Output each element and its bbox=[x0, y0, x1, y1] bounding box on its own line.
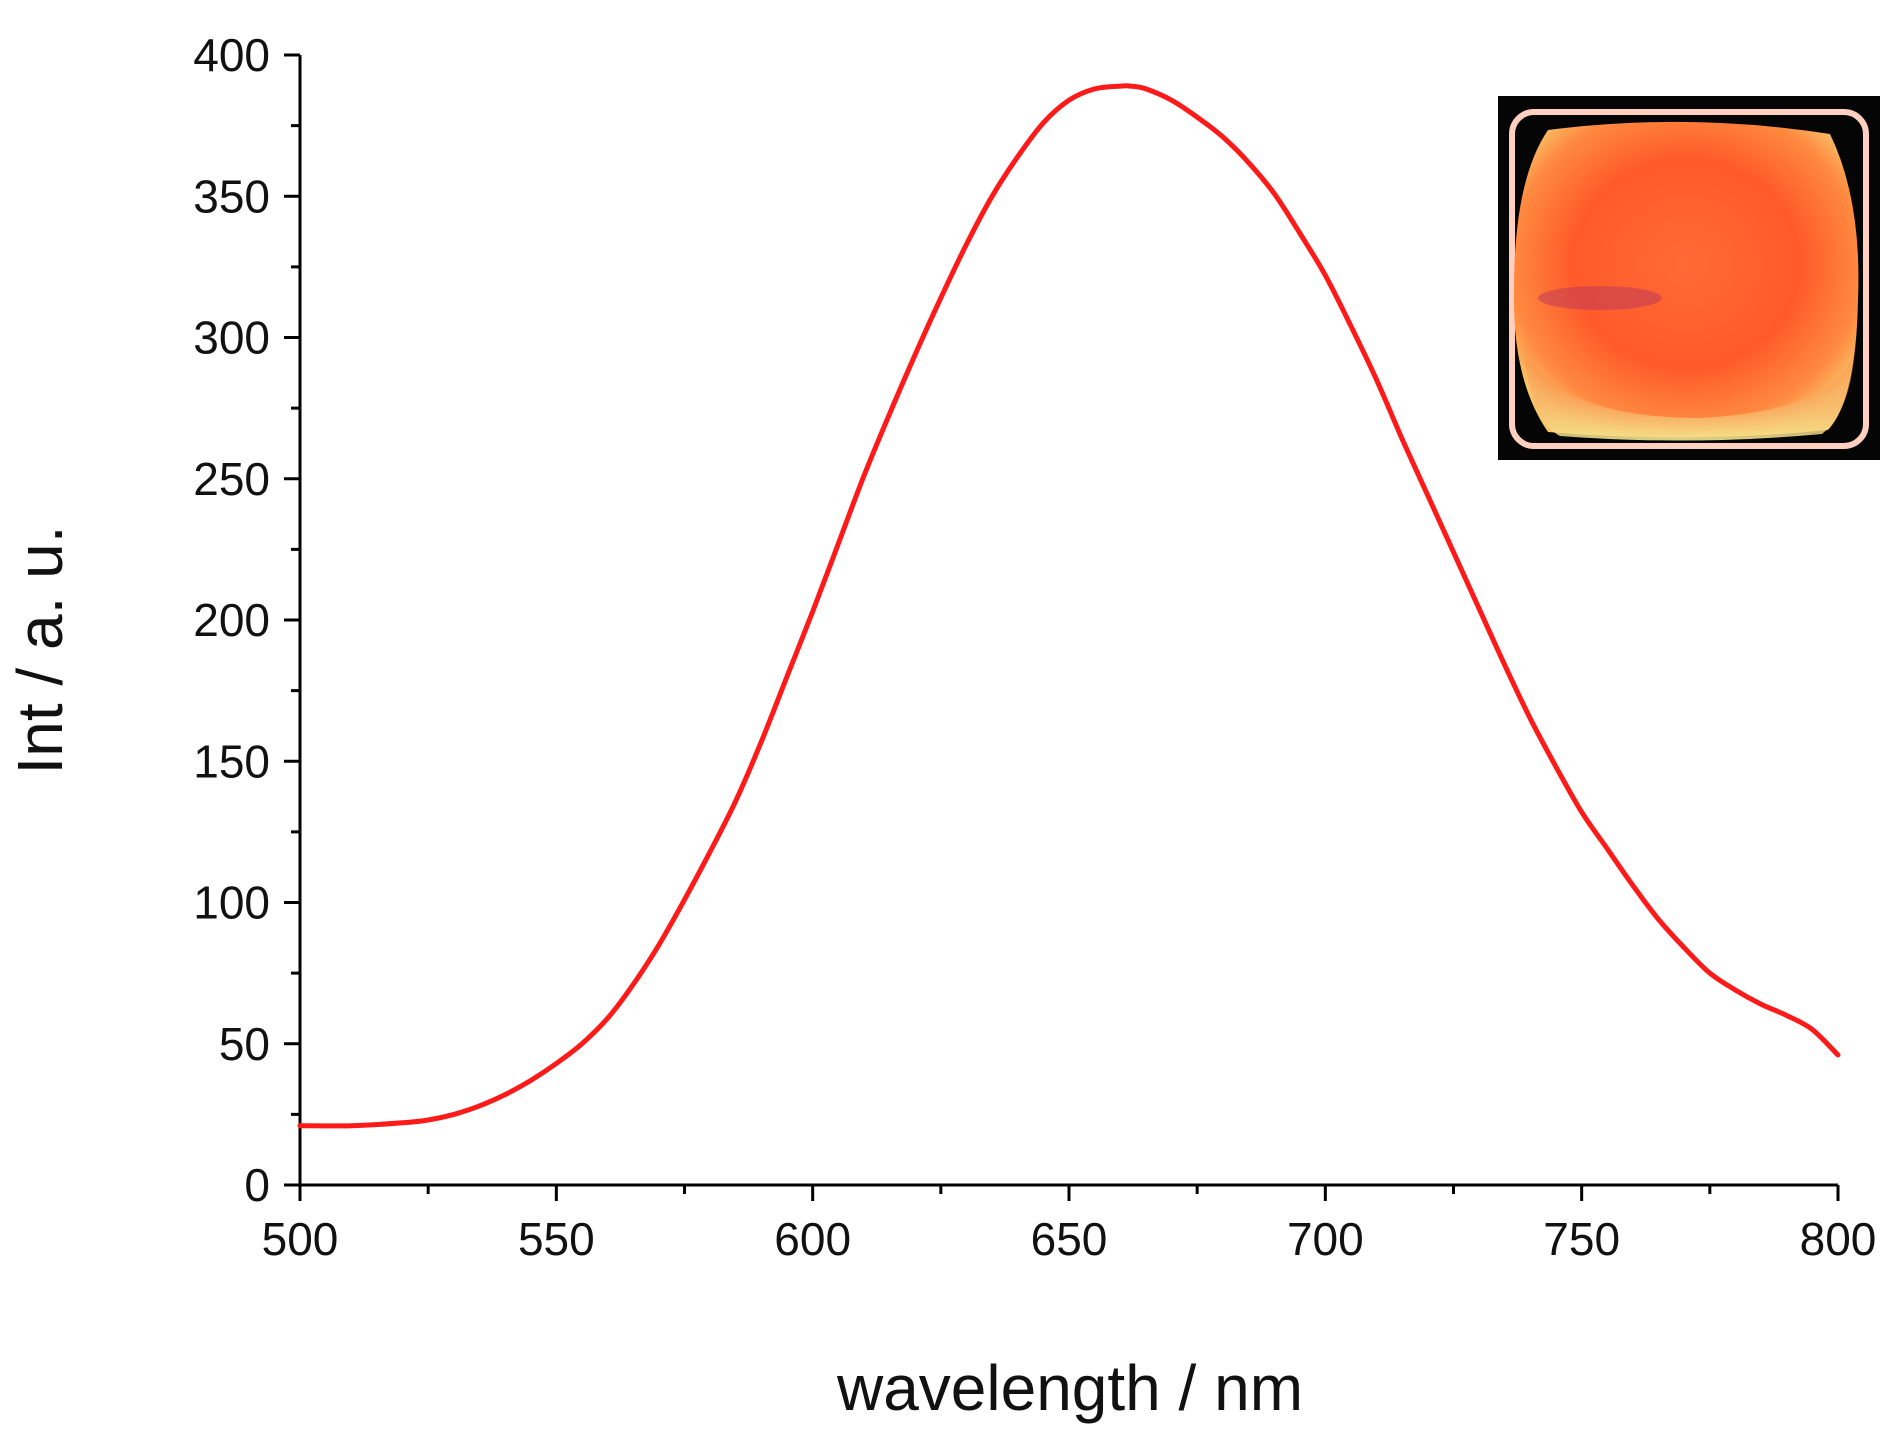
sample-photo-inset bbox=[1498, 96, 1880, 460]
x-tick-label: 600 bbox=[774, 1213, 851, 1265]
film-dark-streak bbox=[1538, 286, 1662, 310]
y-tick-label: 250 bbox=[193, 453, 270, 505]
y-axis-ticks: 0 50 100 150 200 250 300 350 400 bbox=[193, 29, 300, 1211]
x-axis-title: wavelength / nm bbox=[836, 1352, 1303, 1424]
sample-photo-icon bbox=[1509, 109, 1869, 449]
y-tick-label: 50 bbox=[219, 1018, 270, 1070]
x-tick-label: 650 bbox=[1031, 1213, 1108, 1265]
luminescent-film bbox=[1513, 121, 1859, 438]
x-tick-label: 750 bbox=[1543, 1213, 1620, 1265]
x-axis-ticks: 500 550 600 650 700 750 800 bbox=[262, 1185, 1877, 1265]
x-tick-label: 500 bbox=[262, 1213, 339, 1265]
y-tick-label: 350 bbox=[193, 170, 270, 222]
y-tick-label: 200 bbox=[193, 594, 270, 646]
y-tick-label: 0 bbox=[244, 1159, 270, 1211]
y-axis-title: Int / a. u. bbox=[4, 525, 76, 774]
y-tick-label: 400 bbox=[193, 29, 270, 81]
x-tick-label: 550 bbox=[518, 1213, 595, 1265]
y-tick-label: 300 bbox=[193, 312, 270, 364]
film-edge-glow bbox=[1524, 340, 1856, 441]
x-tick-label: 700 bbox=[1287, 1213, 1364, 1265]
x-tick-label: 800 bbox=[1800, 1213, 1877, 1265]
emission-spectrum-line bbox=[297, 83, 1841, 1129]
y-tick-label: 100 bbox=[193, 877, 270, 929]
y-tick-label: 150 bbox=[193, 735, 270, 787]
